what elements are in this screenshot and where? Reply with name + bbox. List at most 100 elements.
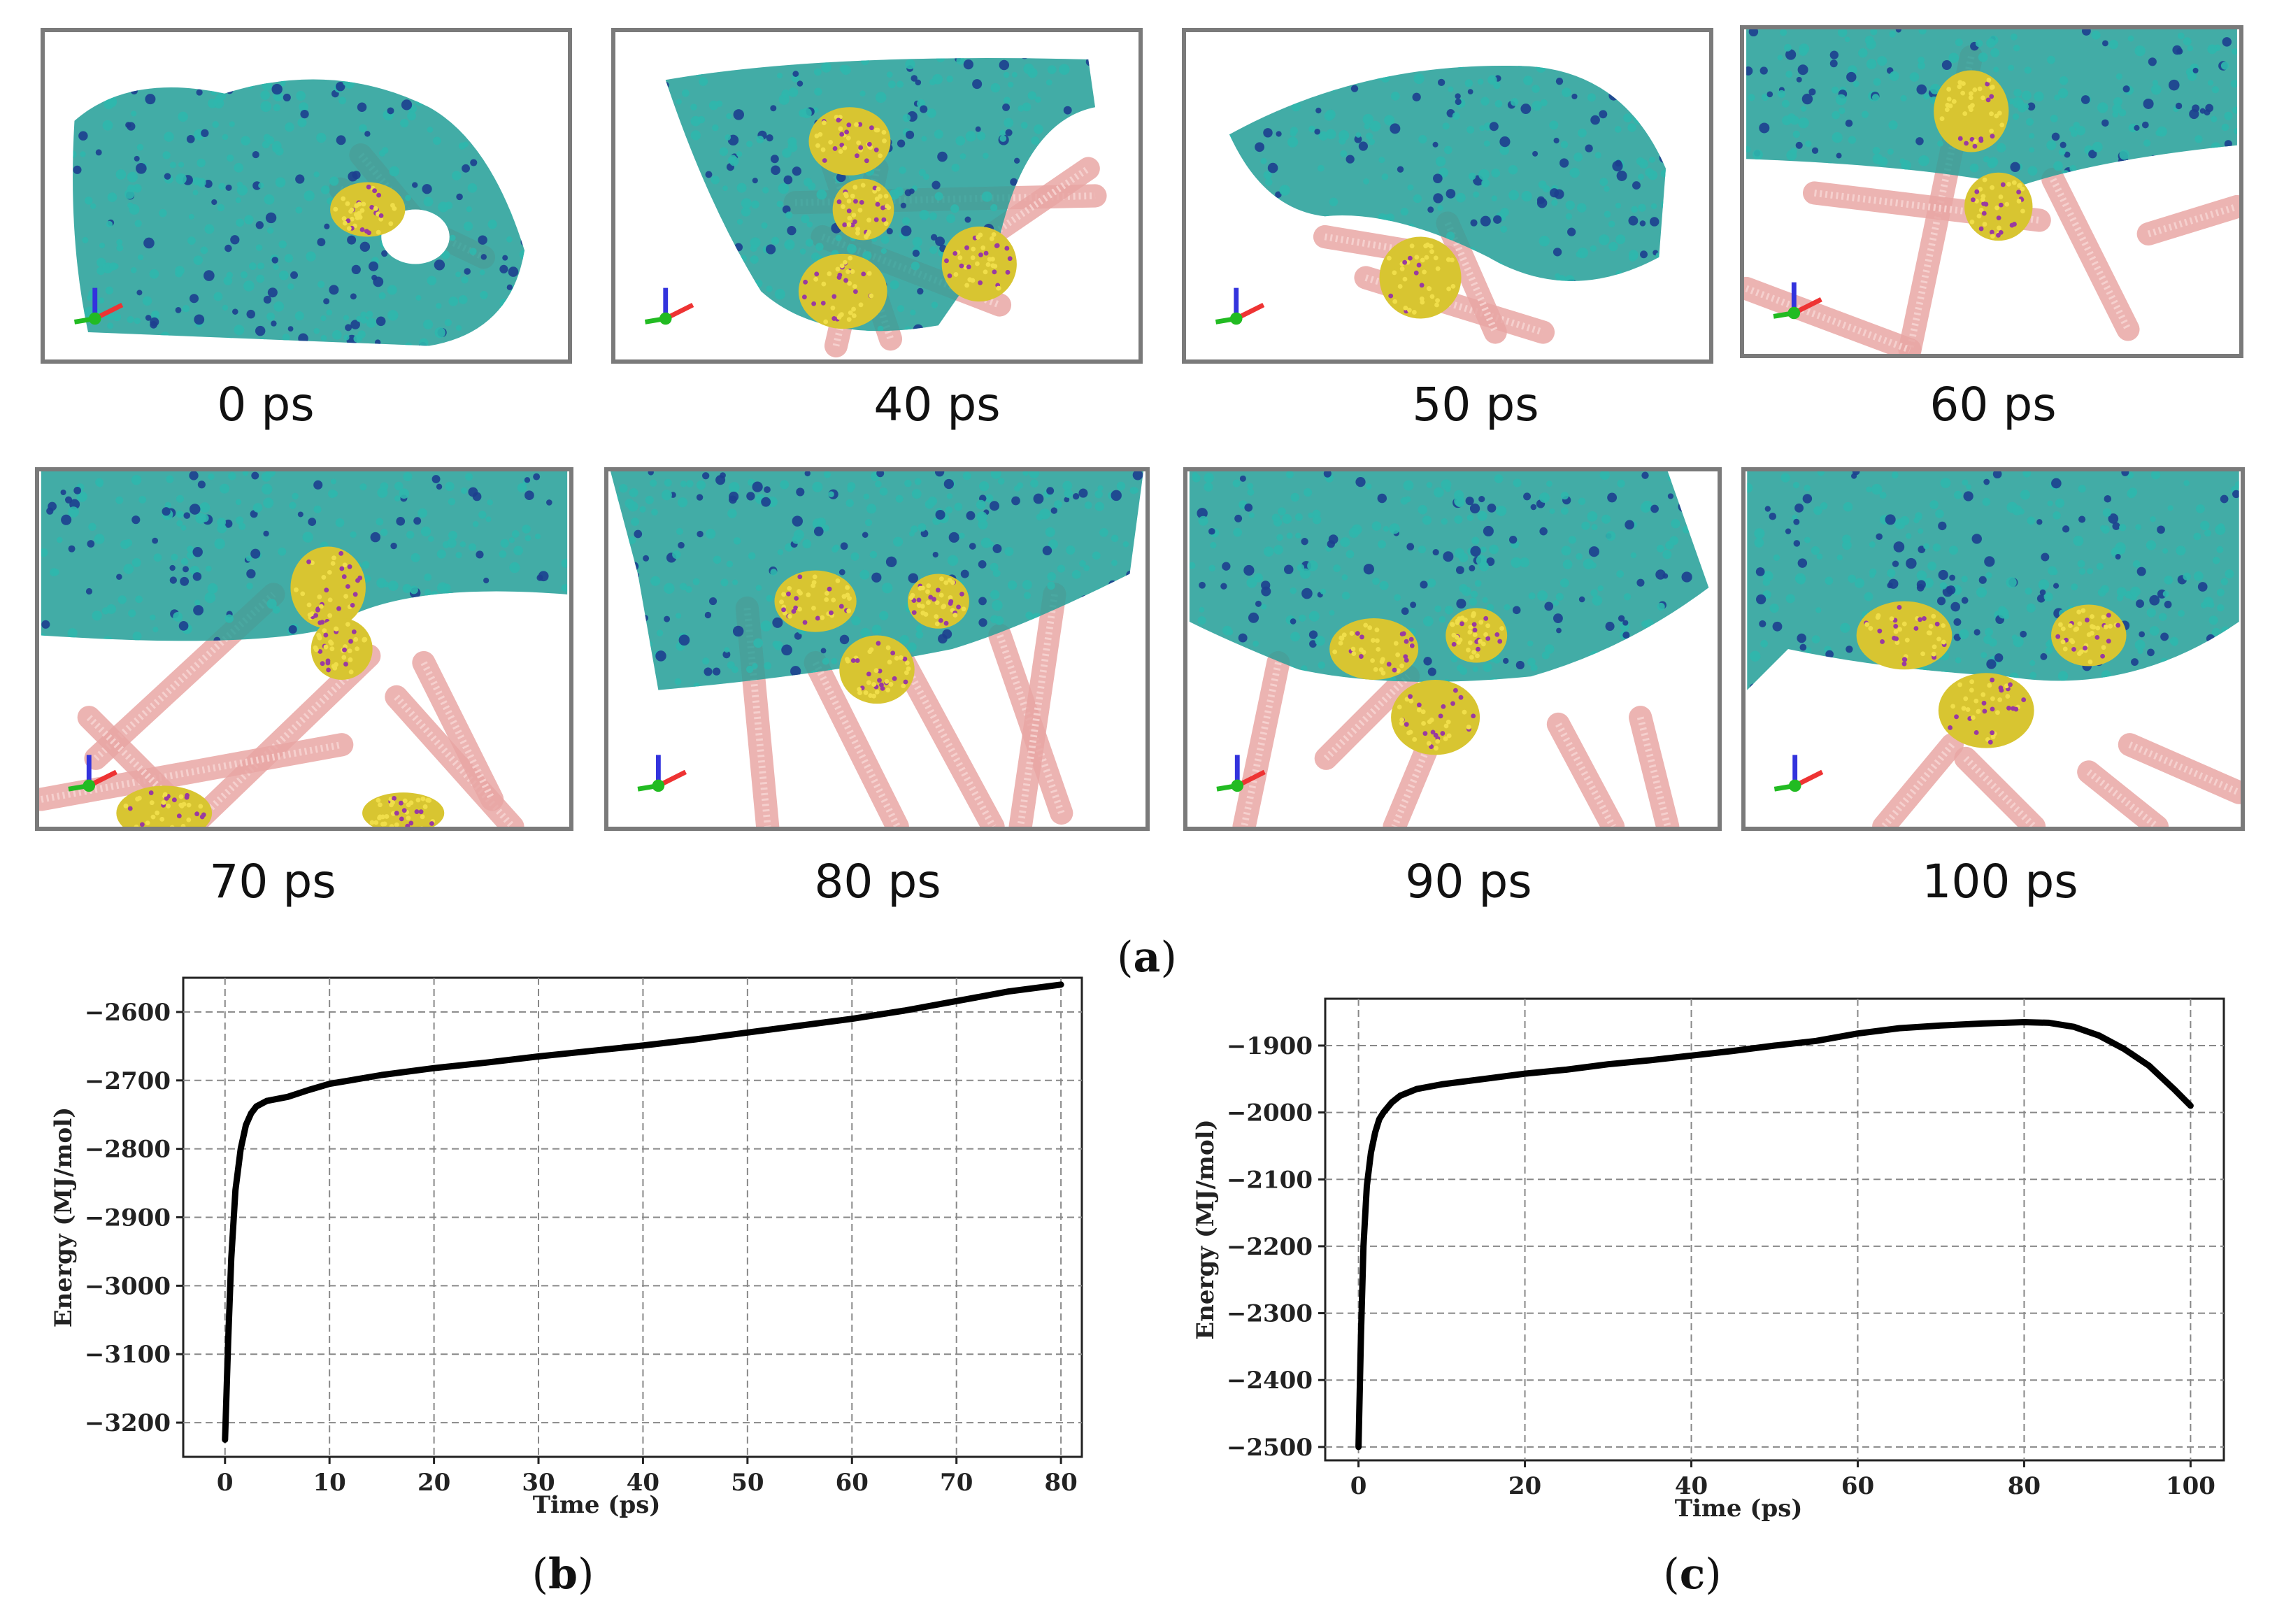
snapshot-90ps-image [1189,471,1716,827]
x-tick-label: 50 [731,1469,764,1497]
x-tick-label: 0 [1350,1472,1367,1500]
nanotube-pattern [2147,203,2239,238]
snapshot-60ps [1740,25,2243,358]
nanotube-pattern [2086,769,2160,827]
nanotube [1954,746,2046,827]
plot-frame [1324,997,2225,1462]
x-tick-label: 100 [2166,1472,2215,1500]
axes-triad-icon [1773,755,1824,792]
nanotube [1314,664,1420,770]
snapshot-label-60ps: 60 ps [1929,378,2057,432]
snapshot-40ps [611,28,1143,364]
x-tick-label: 40 [1675,1472,1708,1500]
snapshot-70ps [35,467,573,831]
nanotube-pattern [1880,742,1955,827]
nanoparticle-cluster [116,785,213,827]
x-axis-label: Time (ps) [533,1491,661,1519]
snapshot-80ps-image [611,471,1143,827]
snapshot-label-70ps: 70 ps [209,855,336,909]
nanotube [804,650,909,827]
nanotube-pattern [394,695,515,827]
nanoparticle-cluster [290,546,366,629]
axes-triad-icon [637,755,687,792]
nanotube-pattern [93,592,276,761]
nanotube [1546,712,1625,827]
nanoparticle-cluster [1379,236,1462,319]
nanoparticle-cluster [1964,172,2033,241]
x-tick-label: 30 [522,1469,555,1497]
x-tick-label: 20 [1508,1472,1541,1500]
snapshot-label-100ps: 100 ps [1922,855,2078,909]
snapshot-label-90ps: 90 ps [1405,855,1532,909]
y-axis-label: Energy (MJ/mol) [50,1107,78,1327]
x-tick-label: 80 [1044,1469,1077,1497]
nanoparticle-cluster [1446,608,1508,663]
nanoparticle-cluster [1856,601,1953,670]
nanoparticle-cluster [1934,70,2009,152]
y-tick-label: −2400 [1227,1367,1313,1395]
nanoparticle-cluster [330,182,406,237]
nanoparticle-cluster [808,107,891,176]
nanoparticle-cluster [2051,604,2127,667]
nanoparticle-cluster [907,574,969,629]
x-tick-label: 0 [217,1469,234,1497]
y-tick-label: −3000 [85,1272,171,1300]
nanotube-pattern [901,661,997,827]
nanoparticle-cluster [362,792,445,827]
y-tick-label: −2700 [85,1067,171,1095]
y-tick-label: −2600 [85,999,171,1027]
membrane-atoms [1189,471,1709,682]
nanotube-pattern [1745,285,1911,353]
x-tick-label: 80 [2008,1472,2041,1500]
y-tick-label: −3100 [85,1341,171,1369]
snapshot-0ps [41,28,572,364]
energy-curve [1355,1019,2194,1451]
nanoparticle-cluster [839,635,915,704]
snapshot-label-40ps: 40 ps [873,378,1001,432]
panel-label-a: (a) [1117,933,1177,982]
nanotube-pattern [2128,741,2241,796]
y-tick-label: −2300 [1227,1300,1313,1328]
snapshot-100ps [1741,467,2245,831]
nanotube-pattern [1241,662,1282,827]
nanotube-pattern [1017,594,1058,827]
snapshot-label-50ps: 50 ps [1412,378,1539,432]
axes-triad-icon [73,287,124,325]
nanoparticle-cluster [941,226,1017,302]
x-tick-label: 60 [836,1469,869,1497]
y-tick-label: −2100 [1227,1166,1313,1194]
snapshot-label-0ps: 0 ps [217,378,315,432]
snapshot-70ps-image [39,471,568,827]
nanotube-pattern [2050,178,2132,332]
axes-triad-icon [1215,287,1265,325]
x-axis-label: Time (ps) [1675,1495,1803,1523]
nanoparticle-cluster [310,618,373,680]
snapshot-80ps [604,467,1150,831]
snapshot-50ps [1182,28,1713,364]
nanoparticle-cluster [1329,618,1419,680]
x-tick-label: 60 [1841,1472,1874,1500]
y-tick-label: −2000 [1227,1099,1313,1127]
snapshot-60ps-image [1744,29,2239,354]
x-tick-label: 20 [417,1469,450,1497]
y-tick-label: −1900 [1227,1032,1313,1060]
axes-triad-icon [68,755,117,792]
y-tick-label: −2800 [85,1136,171,1164]
snapshot-0ps-image [47,32,566,359]
nanoparticle-cluster [774,570,857,632]
nanotube-pattern [1444,222,1499,334]
panel-label-b: (b) [531,1550,594,1599]
energy-curve [222,981,1064,1443]
nanotube-pattern [743,607,771,827]
nanoparticle-cluster [832,178,894,241]
axes-triad-icon [644,287,694,325]
y-tick-label: −3200 [85,1409,171,1437]
nanotube-pattern [1636,716,1671,827]
snapshot-100ps-image [1747,471,2241,827]
y-tick-label: −2200 [1227,1233,1313,1261]
snapshot-label-80ps: 80 ps [814,855,941,909]
membrane-dots [73,79,524,346]
snapshot-90ps [1183,467,1722,831]
